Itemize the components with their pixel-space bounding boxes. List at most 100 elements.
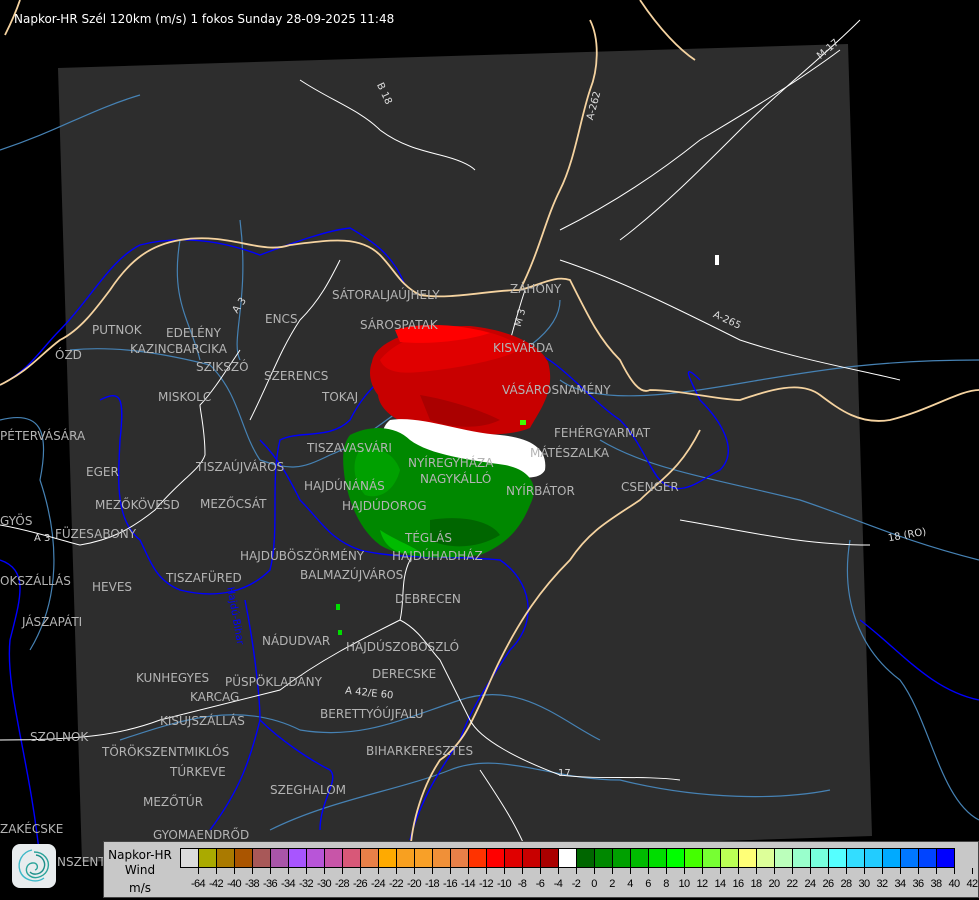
legend-tick <box>486 868 487 874</box>
place-label: HEVES <box>92 580 133 594</box>
legend-tick-label: 16 <box>732 878 744 890</box>
legend-tick-label: -20 <box>406 878 422 890</box>
legend-tick <box>414 868 415 874</box>
place-label: PÜSPÖKLADÁNY <box>225 675 322 689</box>
place-label: MISKOLC <box>158 390 212 404</box>
legend-swatch <box>649 849 667 867</box>
legend-tick-label: 6 <box>645 878 651 890</box>
legend-tick-label: 40 <box>948 878 960 890</box>
legend-swatch <box>703 849 721 867</box>
legend-swatch <box>379 849 397 867</box>
place-label: TISZAÚJVÁROS <box>196 460 285 474</box>
legend-swatch <box>559 849 577 867</box>
legend-swatch <box>685 849 703 867</box>
legend-tick <box>900 868 901 874</box>
legend-tick-label: 8 <box>663 878 669 890</box>
legend-tick <box>792 868 793 874</box>
legend-tick <box>216 868 217 874</box>
legend-swatch <box>271 849 289 867</box>
roads <box>0 19 901 861</box>
legend-tick <box>522 868 523 874</box>
place-label: GYOMAENDRŐD <box>153 828 250 842</box>
place-label: EDELÉNY <box>166 326 221 340</box>
swirl-icon <box>18 849 50 882</box>
radar-speck <box>338 630 342 635</box>
legend-swatch <box>757 849 775 867</box>
place-label: NÁDUDVAR <box>262 634 331 648</box>
legend-tick <box>198 868 199 874</box>
legend-tick <box>684 868 685 874</box>
legend-tick-label: -26 <box>352 878 368 890</box>
legend-swatches <box>180 848 955 868</box>
place-label: DERECSKE <box>372 667 437 681</box>
legend-swatch <box>901 849 919 867</box>
place-label: NYÍRBÁTOR <box>506 484 575 498</box>
legend-swatch <box>631 849 649 867</box>
legend-swatch <box>541 849 559 867</box>
legend-tick <box>468 868 469 874</box>
legend-swatch <box>397 849 415 867</box>
legend-swatch <box>613 849 631 867</box>
legend-swatch <box>919 849 937 867</box>
legend-tick-label: -2 <box>571 878 581 890</box>
legend-tick <box>432 868 433 874</box>
legend-tick-label: -40 <box>226 878 242 890</box>
legend-tick-label: 38 <box>930 878 942 890</box>
legend-swatch <box>829 849 847 867</box>
legend-tick-label: -42 <box>208 878 224 890</box>
place-label: SZIKSZÓ <box>196 360 249 374</box>
place-label: HAJDÚSZOBOSZLÓ <box>346 640 460 654</box>
legend-tick-label: -34 <box>280 878 296 890</box>
place-label: BIHARKERESZTES <box>366 744 474 758</box>
legend-swatch <box>199 849 217 867</box>
legend-swatch <box>523 849 541 867</box>
legend-swatch <box>343 849 361 867</box>
legend-tick <box>450 868 451 874</box>
legend-source: Napkor-HR <box>108 848 172 862</box>
place-label: PÉTERVÁSÁRA <box>0 429 86 443</box>
legend-swatch <box>235 849 253 867</box>
legend-tick-label: -8 <box>517 878 527 890</box>
legend-swatch <box>361 849 379 867</box>
legend-tick <box>972 868 973 874</box>
place-label: KISVÁRDA <box>493 341 554 355</box>
legend-tick <box>882 868 883 874</box>
legend-tick-label: 28 <box>840 878 852 890</box>
legend-swatch <box>433 849 451 867</box>
legend-swatch <box>721 849 739 867</box>
legend-tick-label: 2 <box>609 878 615 890</box>
legend-tick-label: 32 <box>876 878 888 890</box>
place-label: GYÖS <box>0 514 33 528</box>
legend-swatch <box>811 849 829 867</box>
legend-tick-label: -22 <box>388 878 404 890</box>
napkor-logo <box>12 844 56 888</box>
color-legend: Napkor-HR Wind m/s -64 -42 -40 -38 -36 -34 -32… <box>103 841 979 898</box>
legend-tick-label: -28 <box>334 878 350 890</box>
legend-tick <box>828 868 829 874</box>
place-label: MÁTÉSZALKA <box>530 446 610 460</box>
legend-swatch <box>595 849 613 867</box>
place-label: BERETTYÓÚJFALU <box>320 707 424 721</box>
place-label: TÉGLÁS <box>405 531 452 545</box>
legend-tick-label: -64 <box>190 878 206 890</box>
legend-tick-label: 12 <box>696 878 708 890</box>
legend-swatch <box>253 849 271 867</box>
legend-tick <box>234 868 235 874</box>
legend-swatch <box>883 849 901 867</box>
legend-tick <box>252 868 253 874</box>
place-label: ZÁHONY <box>510 282 562 296</box>
place-label: TÚRKEVE <box>170 765 226 779</box>
legend-tick <box>720 868 721 874</box>
legend-tick-label: -32 <box>298 878 314 890</box>
legend-tick-label: -38 <box>244 878 260 890</box>
legend-swatch <box>307 849 325 867</box>
legend-swatch <box>487 849 505 867</box>
legend-tick <box>378 868 379 874</box>
place-label: TOKAJ <box>322 390 359 404</box>
legend-tick <box>666 868 667 874</box>
legend-tick-label: 24 <box>804 878 816 890</box>
legend-tick <box>504 868 505 874</box>
legend-tick <box>954 868 955 874</box>
place-label: DEBRECEN <box>395 592 461 606</box>
